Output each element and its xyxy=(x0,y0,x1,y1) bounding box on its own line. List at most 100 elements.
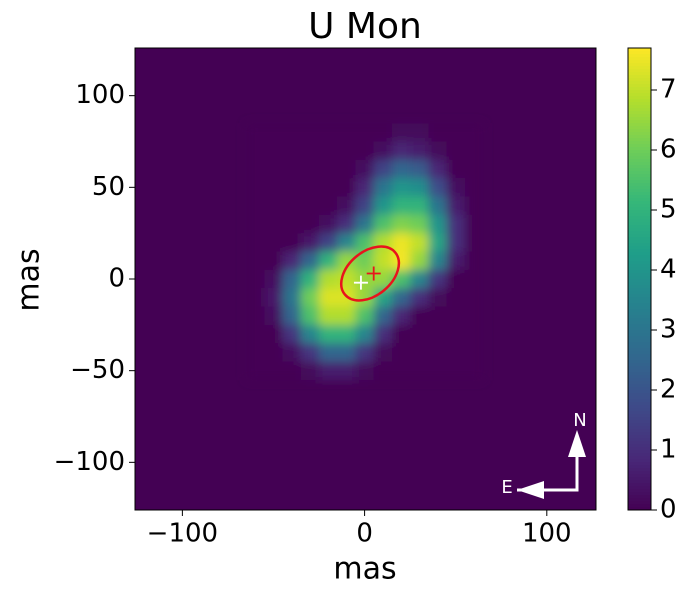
heatmap-cell xyxy=(282,324,302,344)
x-tick-label: −100 xyxy=(147,519,218,549)
colorbar-band xyxy=(628,507,651,511)
heatmap-cell xyxy=(410,159,429,179)
heatmap-cell xyxy=(300,196,320,216)
colorbar-band xyxy=(628,273,651,277)
heatmap-cell xyxy=(264,269,284,289)
colorbar-band xyxy=(628,267,651,271)
heatmap-cell xyxy=(373,343,393,362)
colorbar-band xyxy=(628,477,651,481)
fit-ellipse xyxy=(340,245,401,302)
cross-marker xyxy=(366,266,381,281)
x-tick-label: 0 xyxy=(356,519,373,549)
heatmap-cell xyxy=(264,196,284,216)
heatmap-cell xyxy=(264,288,284,307)
colorbar-band xyxy=(628,219,651,223)
colorbar-band xyxy=(628,288,651,292)
heatmap-cell xyxy=(319,324,338,344)
colorbar-band xyxy=(628,429,651,433)
colorbar-band xyxy=(628,495,651,499)
colorbar-band xyxy=(628,261,651,265)
colorbar-band xyxy=(628,366,651,370)
heatmap-cell xyxy=(337,214,356,234)
heatmap-cell xyxy=(264,251,284,271)
heatmap-cell xyxy=(337,361,356,381)
colorbar-band xyxy=(628,492,651,496)
y-tick-label: 50 xyxy=(92,172,125,202)
colorbar-band xyxy=(628,117,651,121)
colorbar-band xyxy=(628,252,651,256)
colorbar-band xyxy=(628,96,651,100)
colorbar-band xyxy=(628,63,651,67)
heatmap-cell xyxy=(410,141,429,161)
colorbar-band xyxy=(628,465,651,469)
colorbar-tick-label: 5 xyxy=(660,195,677,225)
heatmap-cell xyxy=(319,343,338,362)
heatmap-cell xyxy=(391,159,411,179)
heatmap-cell xyxy=(282,306,302,326)
heatmap-cell xyxy=(373,196,393,216)
colorbar-band xyxy=(628,177,651,181)
heatmap-cell xyxy=(337,159,356,179)
colorbar-band xyxy=(628,405,651,409)
heatmap-cell xyxy=(410,343,429,362)
colorbar-band xyxy=(628,105,651,109)
colorbar-band xyxy=(628,327,651,331)
heatmap-cell xyxy=(464,123,484,142)
heatmap-cell xyxy=(464,288,484,307)
heatmap-cell xyxy=(319,233,338,252)
colorbar-band xyxy=(628,123,651,127)
y-tick-label: 0 xyxy=(108,264,125,294)
heatmap-cell xyxy=(355,233,375,252)
chart-title: U Mon xyxy=(308,6,422,47)
heatmap-cell xyxy=(264,178,284,197)
heatmap-cell xyxy=(355,196,375,216)
colorbar-band xyxy=(628,312,651,316)
heatmap-cell xyxy=(319,178,338,197)
heatmap-cell xyxy=(337,306,356,326)
colorbar-band xyxy=(628,447,651,451)
heatmap-cell xyxy=(246,324,265,344)
heatmap-cell xyxy=(391,288,411,307)
colorbar-tick-label: 4 xyxy=(660,255,677,285)
colorbar-band xyxy=(628,204,651,208)
colorbar-band xyxy=(628,339,651,343)
colorbar-band xyxy=(628,420,651,424)
heatmap-cell xyxy=(391,214,411,234)
colorbar-band xyxy=(628,237,651,241)
heatmap-cell xyxy=(355,178,375,197)
heatmap-cell xyxy=(391,141,411,161)
heatmap-cell xyxy=(428,196,448,216)
heatmap-cell xyxy=(355,141,375,161)
colorbar-band xyxy=(628,279,651,283)
heatmap-cell xyxy=(391,196,411,216)
heatmap-cell xyxy=(246,306,265,326)
colorbar-band xyxy=(628,195,651,199)
colorbar-band xyxy=(628,168,651,172)
colorbar-band xyxy=(628,345,651,349)
colorbar-band xyxy=(628,114,651,118)
colorbar-band xyxy=(628,264,651,268)
heatmap-cell xyxy=(428,123,448,142)
heatmap-cell xyxy=(410,123,429,142)
colorbar-band xyxy=(628,486,651,490)
colorbar-band xyxy=(628,255,651,259)
colorbar-band xyxy=(628,318,651,322)
colorbar-band xyxy=(628,201,651,205)
y-tick-label: 100 xyxy=(75,80,125,110)
colorbar-band xyxy=(628,234,651,238)
heatmap-cell xyxy=(446,269,466,289)
colorbar-band xyxy=(628,270,651,274)
heatmap-cell xyxy=(464,233,484,252)
east-label: E xyxy=(501,477,512,498)
heatmap-cell xyxy=(464,251,484,271)
colorbar-band xyxy=(628,111,651,115)
colorbar-band xyxy=(628,171,651,175)
colorbar-band xyxy=(628,432,651,436)
colorbar-band xyxy=(628,387,651,391)
colorbar-band xyxy=(628,135,651,139)
heatmap xyxy=(246,123,484,381)
colorbar-band xyxy=(628,324,651,328)
colorbar-band xyxy=(628,426,651,430)
east-arrow xyxy=(517,481,544,499)
